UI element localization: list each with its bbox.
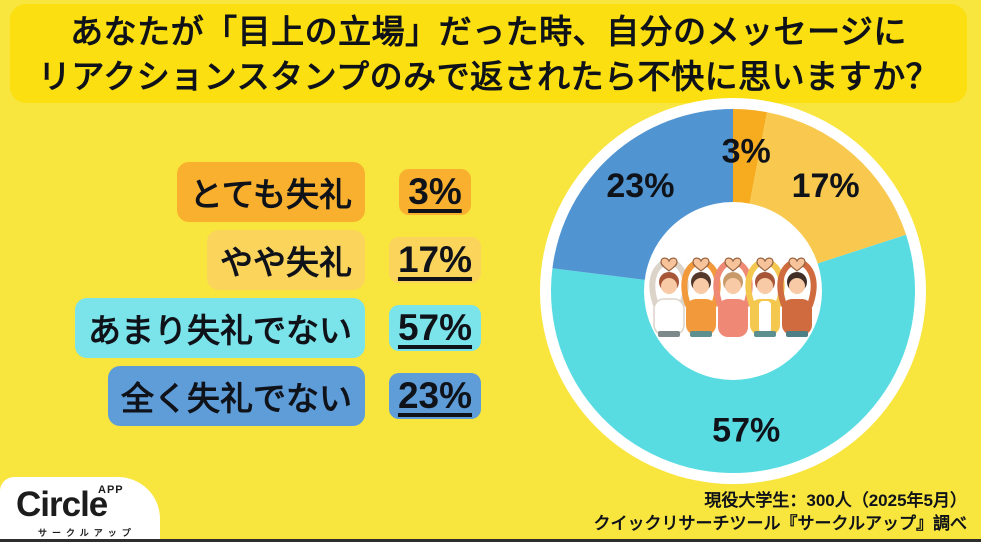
legend-row: あまり失礼でない 57%: [55, 297, 487, 358]
donut-chart: 3% 17% 57% 23%: [533, 91, 933, 491]
legend-value: 3%: [399, 168, 471, 215]
legend-value: 17%: [388, 236, 482, 283]
pie-slice-label: 17%: [792, 167, 860, 205]
survey-source: 現役大学生：300人（2025年5月） クイックリサーチツール『サークルアップ』…: [594, 489, 968, 535]
logo-subtitle: サークルアップ: [38, 528, 136, 538]
pie-slice-label: 23%: [606, 167, 674, 205]
circleapp-logo: Circle APP サークルアップ: [0, 477, 160, 542]
legend-label: とても失礼: [176, 161, 365, 222]
donut-chart-svg: 3% 17% 57% 23%: [540, 98, 926, 484]
source-line-1: 現役大学生：300人（2025年5月）: [704, 491, 967, 510]
legend-value: 23%: [388, 372, 482, 419]
source-line-2: クイックリサーチツール『サークルアップ』調べ: [593, 514, 968, 533]
legend-label: やや失礼: [207, 229, 365, 290]
question-banner: あなたが「目上の立場」だった時、自分のメッセージに リアクションスタンプのみで返…: [10, 4, 967, 103]
legend-row: とても失礼 3%: [55, 161, 487, 222]
bottom-edge-line: [0, 539, 981, 542]
legend-label: 全く失礼でない: [108, 365, 365, 426]
legend-row: やや失礼 17%: [55, 229, 487, 290]
answer-legend: とても失礼 3% やや失礼 17% あまり失礼でない 57% 全く失礼でない 23%: [55, 161, 487, 426]
legend-label: あまり失礼でない: [75, 297, 365, 358]
pie-slice-label: 57%: [712, 411, 780, 449]
legend-row: 全く失礼でない 23%: [55, 365, 487, 426]
logo-wordmark: Circle: [16, 485, 108, 524]
legend-value: 57%: [388, 304, 482, 351]
people-heart-illustration-icon: [649, 257, 817, 337]
pie-slice-label: 3%: [722, 133, 771, 171]
logo-app-badge: APP: [98, 484, 124, 496]
question-line-1: あなたが「目上の立場」だった時、自分のメッセージに: [70, 12, 907, 50]
question-line-2: リアクションスタンプのみで返されたら不快に思いますか？: [37, 57, 940, 95]
